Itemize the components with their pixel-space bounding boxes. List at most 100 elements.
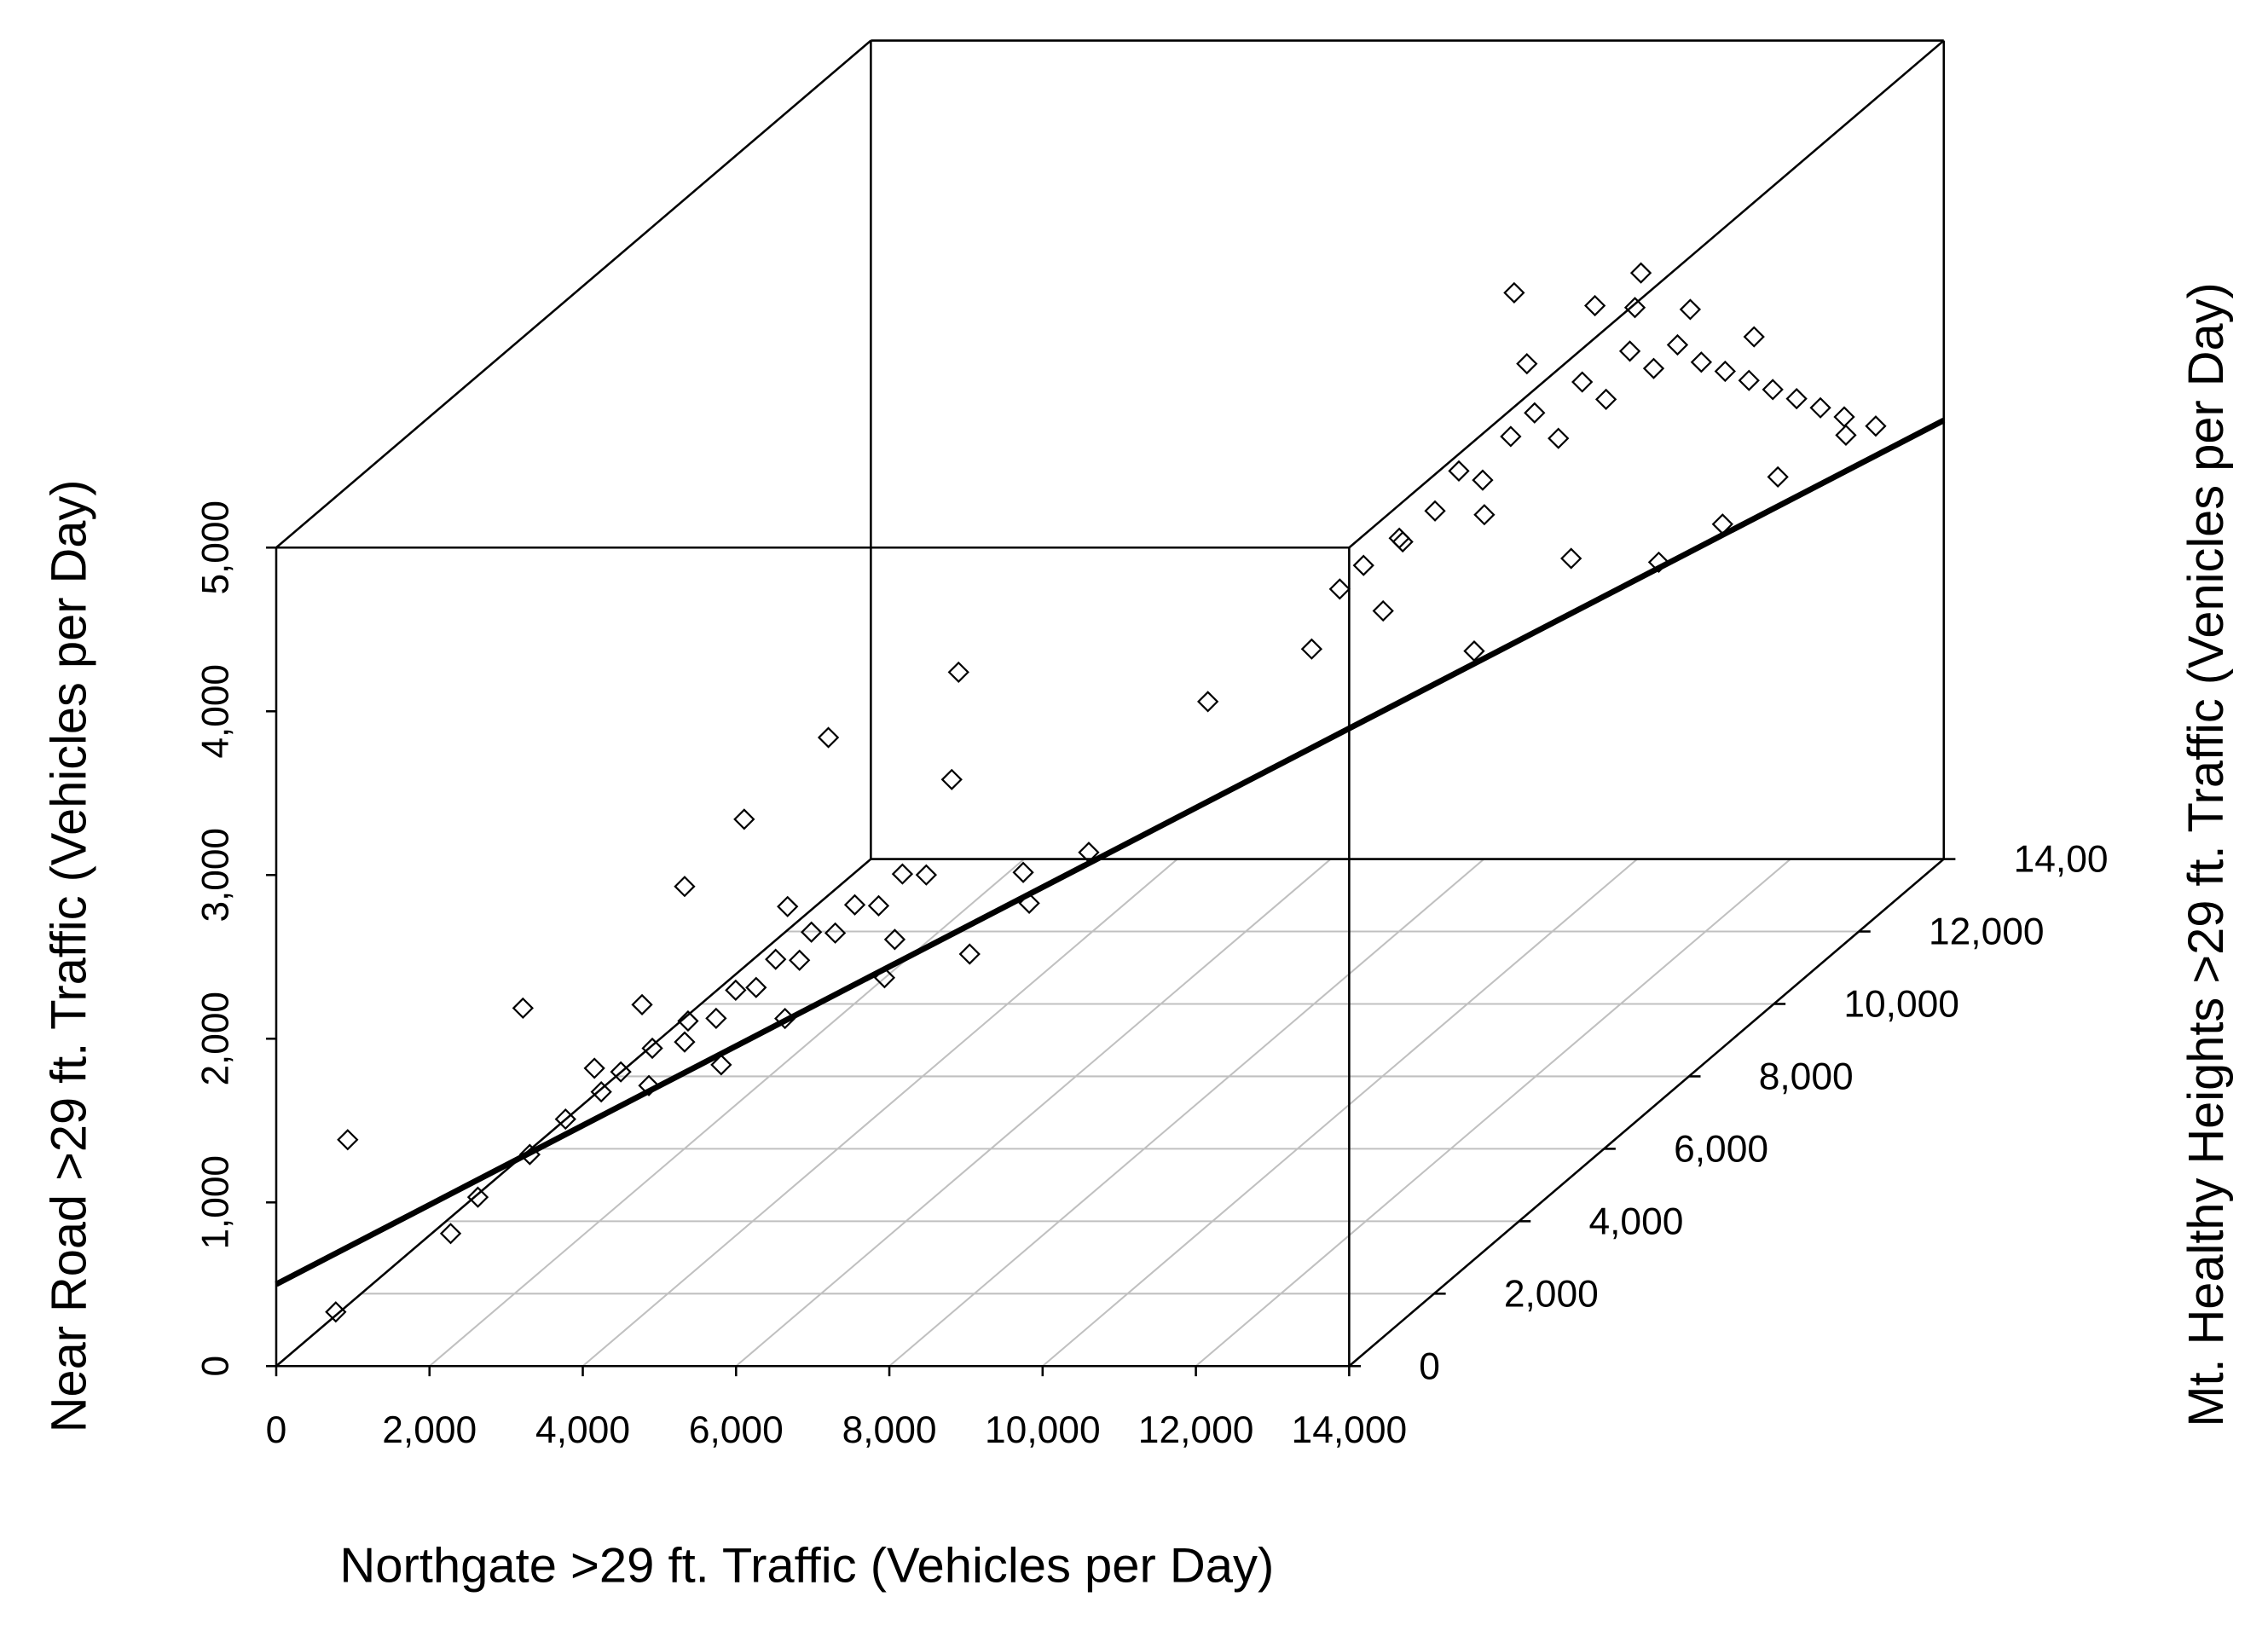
box-edge [1348, 39, 1945, 549]
data-point [1391, 530, 1414, 553]
data-point [1809, 396, 1831, 419]
data-point [1012, 861, 1034, 883]
data-point [1679, 298, 1702, 321]
data-point [512, 997, 534, 1020]
data-point [325, 1301, 347, 1323]
data-point [1524, 402, 1546, 424]
data-point [1448, 460, 1470, 482]
data-point [725, 979, 747, 1001]
y-tick-label: 2,000 [194, 992, 236, 1086]
x-tick-label: 12,000 [1138, 1409, 1254, 1451]
x-tick-label: 6,000 [689, 1409, 784, 1451]
data-point [947, 661, 969, 683]
data-point [1714, 360, 1736, 383]
data-point [1762, 379, 1784, 401]
data-point [1424, 500, 1446, 522]
grid-line [581, 858, 1178, 1368]
data-point [638, 1074, 660, 1096]
x-tick-label: 2,000 [382, 1409, 477, 1451]
y-tick-label: 3,000 [194, 828, 236, 923]
y-axis-label: Near Road >29 ft. Traffic (Vehicles per … [42, 480, 96, 1433]
y-tick-label: 4,000 [194, 664, 236, 759]
z-tick-label: 12,000 [1929, 911, 2045, 953]
data-point [1388, 527, 1410, 549]
x-tick-label: 8,000 [842, 1409, 937, 1451]
data-point [958, 943, 981, 965]
data-point [800, 921, 823, 943]
grid-line [735, 858, 1332, 1368]
data-point [610, 1061, 632, 1083]
data-point [337, 1129, 359, 1151]
data-point [1835, 424, 1857, 447]
z-tick-label: 14,00 [2014, 839, 2109, 881]
data-point [1647, 551, 1670, 574]
data-point [1328, 578, 1351, 600]
trend-line [275, 418, 1946, 1287]
x-axis-label: Northgate >29 ft. Traffic (Vehicles per … [339, 1538, 1274, 1593]
data-point [710, 1054, 732, 1076]
data-point [1352, 554, 1374, 576]
data-point [843, 894, 866, 916]
data-point [1623, 297, 1646, 319]
x-tick-label: 10,000 [985, 1409, 1101, 1451]
data-point [1571, 371, 1594, 393]
z-tick-label: 0 [1419, 1345, 1440, 1387]
data-point [1473, 504, 1496, 526]
data-point [1618, 340, 1641, 362]
data-point [1472, 469, 1494, 491]
z-tick-label: 2,000 [1504, 1273, 1599, 1315]
data-point [915, 864, 938, 886]
data-point [583, 1057, 605, 1079]
x-tick-label: 14,000 [1292, 1409, 1408, 1451]
data-point [674, 1031, 696, 1053]
z-tick-label: 10,000 [1843, 984, 1959, 1026]
y-tick-label: 5,000 [194, 500, 236, 595]
data-point [891, 863, 914, 885]
data-point [765, 948, 787, 970]
data-point [745, 976, 767, 998]
data-point [1738, 369, 1760, 391]
x-tick-label: 4,000 [535, 1409, 630, 1451]
data-point [1300, 638, 1323, 660]
data-point [590, 1081, 612, 1103]
z-tick-label: 6,000 [1674, 1129, 1768, 1171]
data-point [1642, 357, 1665, 379]
z-tick-label: 8,000 [1759, 1056, 1854, 1098]
grid-line [1195, 858, 1791, 1368]
x-tick-label: 0 [266, 1409, 287, 1451]
data-point [817, 726, 840, 749]
data-point [705, 1007, 727, 1029]
z-tick-label: 4,000 [1588, 1200, 1683, 1242]
data-point [554, 1108, 576, 1131]
data-point [1548, 427, 1570, 449]
data-point [1503, 281, 1525, 304]
grid-line [429, 858, 1025, 1368]
data-point [1629, 262, 1652, 284]
data-point [641, 1037, 663, 1060]
box-edge [275, 858, 872, 1368]
grid-line [888, 858, 1485, 1368]
data-point [674, 876, 696, 898]
data-point [777, 895, 799, 917]
data-point [439, 1223, 462, 1245]
grid-line [1042, 858, 1638, 1368]
data-point [1560, 547, 1582, 570]
data-point [1833, 406, 1855, 428]
data-point [677, 1009, 699, 1033]
data-point [466, 1186, 489, 1208]
data-point [1583, 294, 1606, 317]
data-point [1785, 387, 1808, 410]
z-axis-label: Mt. Healthy Heights >29 ft. Traffic (Ven… [2179, 282, 2234, 1426]
data-point [1865, 415, 1887, 437]
y-tick-label: 0 [194, 1356, 236, 1377]
data-point [1516, 353, 1538, 375]
data-point [883, 928, 906, 951]
data-point [1767, 466, 1789, 488]
data-point [1594, 388, 1617, 410]
box-edge [275, 39, 872, 549]
data-point [1666, 333, 1689, 356]
data-point [867, 894, 890, 917]
box-edge [1348, 858, 1945, 1368]
data-point [1197, 691, 1219, 713]
